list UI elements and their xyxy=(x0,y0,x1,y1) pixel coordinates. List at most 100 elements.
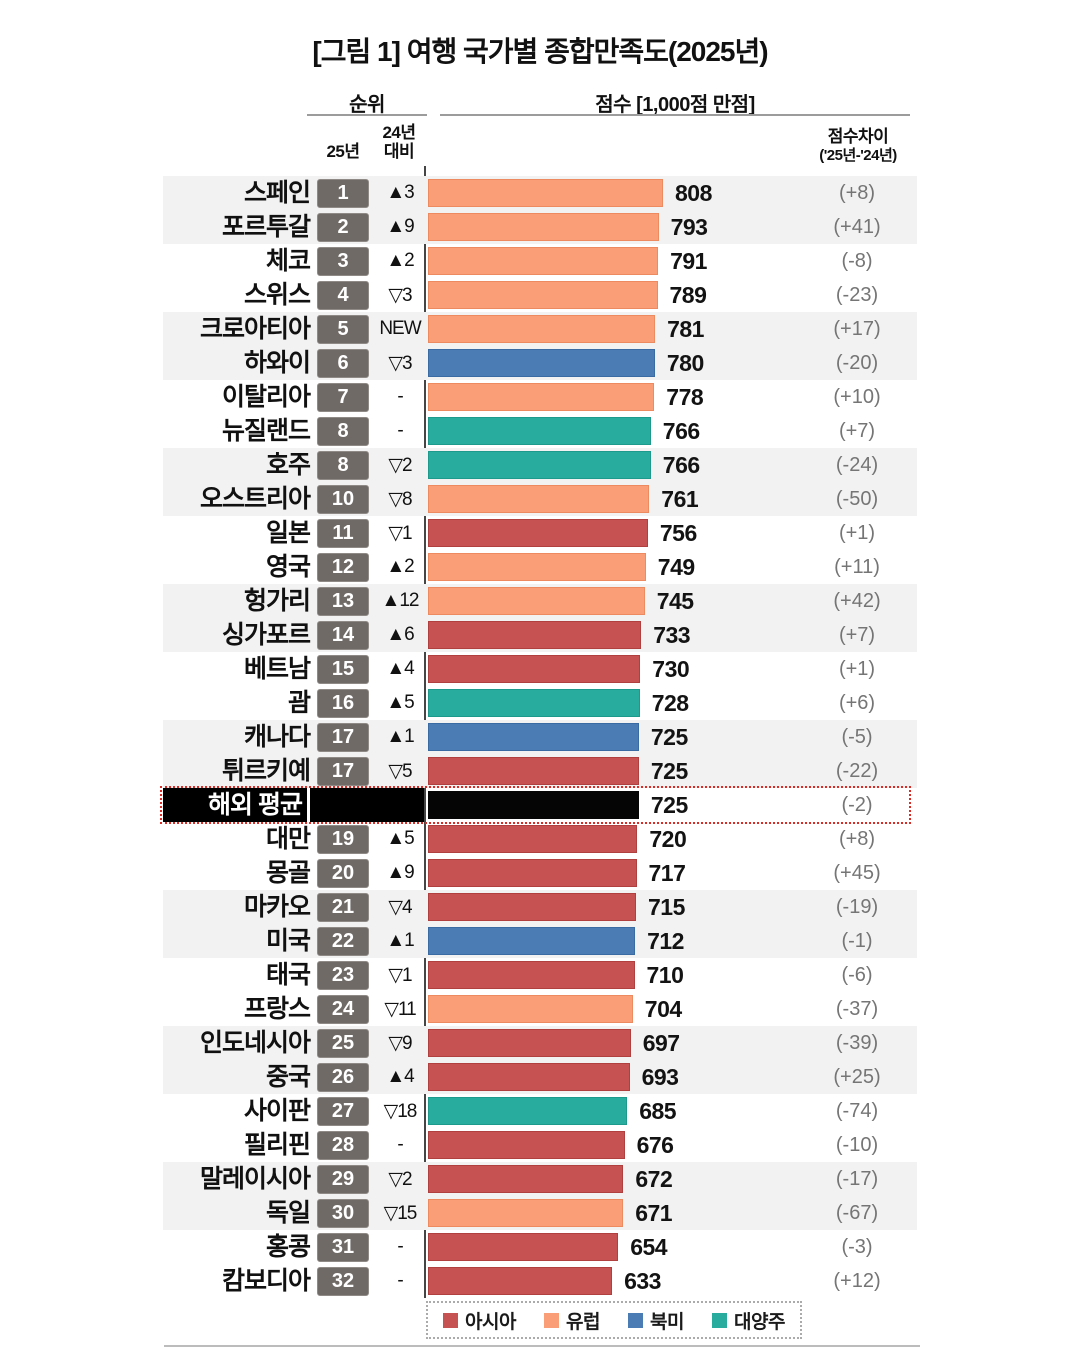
score-value: 791 xyxy=(670,247,707,274)
rank-badge: 4 xyxy=(317,280,369,310)
rank-badge-cell: 2 xyxy=(310,212,376,242)
rank-badge-cell: 26 xyxy=(310,1062,376,1092)
rank-cells: 22 ▲1 xyxy=(310,924,424,958)
bar-area: 712 xyxy=(424,924,797,958)
score-group-header: 점수 [1,000점 만점] xyxy=(595,94,755,116)
score-value: 712 xyxy=(647,927,684,954)
table-row: 튀르키예 17 ▽5 725 (-22) xyxy=(163,754,917,788)
rank-badge-cell: 27 xyxy=(310,1096,376,1126)
rank-badge-cell: 17 xyxy=(310,722,376,752)
rank-change-indicator: ▲2 xyxy=(386,556,414,577)
rank-cells: 30 ▽15 xyxy=(310,1196,424,1230)
legend-label: 북미 xyxy=(650,1311,684,1333)
rank-badge: 11 xyxy=(317,518,369,548)
rank-cells: 4 ▽3 xyxy=(310,278,424,312)
country-label: 필리핀 xyxy=(243,1131,311,1159)
bar-area: 766 xyxy=(424,448,797,482)
country-label: 사이판 xyxy=(243,1097,311,1125)
country-label: 독일 xyxy=(265,1199,311,1227)
bar-area: 730 xyxy=(424,652,797,686)
table-row: 체코 3 ▲2 791 (-8) xyxy=(163,244,917,278)
rank-badge-cell: 14 xyxy=(310,620,376,650)
country-label: 이탈리아 xyxy=(221,383,311,411)
score-value: 697 xyxy=(642,1029,680,1056)
bar-area: 725 xyxy=(424,720,797,754)
rank-change-indicator: ▽8 xyxy=(388,488,412,510)
rank-badge-cell: 20 xyxy=(310,858,376,888)
legend: 아시아 유럽 북미 대양주 xyxy=(426,1301,802,1339)
bar-area: 756 xyxy=(424,516,797,550)
country-label: 베트남 xyxy=(243,655,311,683)
score-diff-subheader-line2: ('25년-'24년) xyxy=(819,147,897,164)
country-label: 캄보디아 xyxy=(221,1267,311,1295)
rank-cells: 8 ▽2 xyxy=(310,448,424,482)
rank-badge: 8 xyxy=(317,416,369,446)
score-value: 766 xyxy=(662,451,700,478)
bar-area: 720 xyxy=(424,822,797,856)
score-value: 780 xyxy=(666,349,704,376)
score-value: 730 xyxy=(652,655,690,682)
rank-badge: 28 xyxy=(317,1130,369,1160)
bar-area: 697 xyxy=(424,1026,797,1060)
rank-cells: 8 - xyxy=(310,414,424,448)
country-label: 뉴질랜드 xyxy=(221,417,311,445)
country-label: 해외 평균 xyxy=(163,788,310,822)
country-label: 체코 xyxy=(265,247,311,275)
score-bar xyxy=(428,1267,613,1295)
country-label: 튀르키예 xyxy=(221,757,311,785)
score-value: 756 xyxy=(659,519,697,546)
country-label: 싱가포르 xyxy=(221,621,311,649)
rank-change-indicator: ▽2 xyxy=(388,1168,412,1190)
legend-color-swatch xyxy=(544,1312,559,1328)
table-row: 말레이시아 29 ▽2 672 (-17) xyxy=(163,1162,917,1196)
rank-badge: 17 xyxy=(317,722,369,752)
table-row: 캄보디아 32 - 633 (+12) xyxy=(163,1264,917,1298)
rank-badge: 27 xyxy=(317,1096,369,1126)
rank-cells: 31 - xyxy=(310,1230,424,1264)
legend-item: 유럽 xyxy=(544,1307,600,1334)
score-value: 745 xyxy=(656,587,694,614)
rank-header-underline xyxy=(307,114,427,116)
rank-change-indicator: NEW xyxy=(379,318,421,339)
rank-change-indicator: ▲5 xyxy=(386,828,414,849)
rank-change-indicator: - xyxy=(397,1134,403,1155)
rank-change-indicator: - xyxy=(397,386,403,407)
rank-cells: 15 ▲4 xyxy=(310,652,424,686)
rank-badge-cell: 19 xyxy=(310,824,376,854)
rank-badge: 22 xyxy=(317,926,369,956)
rank-change-indicator: ▽3 xyxy=(388,284,412,306)
bar-area: 778 xyxy=(424,380,797,414)
rank-change-indicator: ▽11 xyxy=(384,998,416,1020)
rank-cells: 26 ▲4 xyxy=(310,1060,424,1094)
score-bar xyxy=(428,621,642,649)
rank-cells: 21 ▽4 xyxy=(310,890,424,924)
score-header-underline xyxy=(440,114,910,116)
score-bar xyxy=(428,791,639,819)
country-label: 하와이 xyxy=(243,349,311,377)
rank-change-indicator: - xyxy=(397,1236,403,1257)
score-diff-value: (+1) xyxy=(838,657,876,680)
table-row: 미국 22 ▲1 712 (-1) xyxy=(163,924,917,958)
rank-cells: 10 ▽8 xyxy=(310,482,424,516)
table-row: 베트남 15 ▲4 730 (+1) xyxy=(163,652,917,686)
score-value: 710 xyxy=(646,961,684,988)
country-label: 호주 xyxy=(265,451,311,479)
rank-change-indicator: ▲9 xyxy=(386,216,414,237)
legend-item: 아시아 xyxy=(443,1307,516,1334)
rank-change-indicator: ▽1 xyxy=(388,964,412,986)
table-row: 태국 23 ▽1 710 (-6) xyxy=(163,958,917,992)
score-bar xyxy=(428,825,638,853)
rank-change-indicator: ▲9 xyxy=(386,862,414,883)
score-diff-value: (+17) xyxy=(833,317,881,340)
score-diff-value: (-24) xyxy=(835,453,879,476)
score-bar xyxy=(428,315,656,343)
score-diff-value: (-39) xyxy=(835,1031,879,1054)
country-label: 스페인 xyxy=(243,179,311,207)
rank-cells: 2 ▲9 xyxy=(310,210,424,244)
bar-area: 704 xyxy=(424,992,797,1026)
rank-badge-cell: 1 xyxy=(310,178,376,208)
bar-area: 710 xyxy=(424,958,797,992)
legend-label: 대양주 xyxy=(734,1311,785,1333)
score-value: 728 xyxy=(651,689,689,716)
